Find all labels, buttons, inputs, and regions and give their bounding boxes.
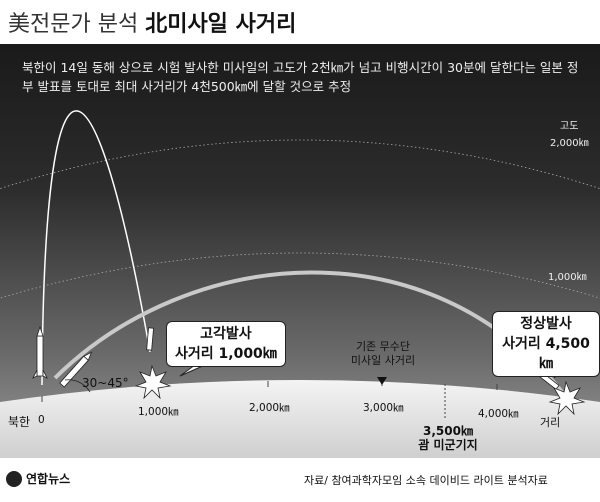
impact-burst-icon <box>548 380 586 416</box>
north-korea-label: 북한 <box>8 415 31 429</box>
missile-icon <box>32 325 48 379</box>
altitude-axis-label: 고도 <box>560 121 579 132</box>
previous-range-note: 기존 무수단 미사일 사거리 <box>350 340 416 367</box>
guam-note: 3,500㎞ 괌 미군기지 <box>418 424 478 452</box>
tick-label-2000: 2,000㎞ <box>249 402 290 414</box>
lofted-callout: 고각발사 사거리 1,000㎞ <box>166 321 286 367</box>
standard-callout: 정상발사 사거리 4,500㎞ <box>492 311 600 377</box>
tick-label-3000: 3,000㎞ <box>363 402 404 414</box>
tick-label-4000: 4,000㎞ <box>478 408 519 420</box>
altitude-arcs <box>0 139 600 299</box>
tick-label-1000: 1,000㎞ <box>138 406 179 418</box>
yonhap-logo-icon <box>6 470 22 487</box>
description: 북한이 14일 동해 상으로 시험 발사한 미사일의 고도가 2천㎞가 넘고 비… <box>22 60 579 94</box>
distance-axis-label: 거리 <box>540 416 561 429</box>
tick-label-0: 0 <box>38 414 45 426</box>
source-credit: 자료/ 참여과학자모임 소속 데이비드 라이트 분석자료 <box>304 474 548 487</box>
launch-angle-arc <box>64 379 91 393</box>
earth-surface <box>0 380 600 458</box>
impact-burst-icon <box>134 364 172 400</box>
missile-icon <box>59 351 93 388</box>
altitude-1000-label: 1,000㎞ <box>548 272 587 283</box>
marker-triangle-icon <box>377 377 387 385</box>
page-title: 美전문가 분석 北미사일 사거리 <box>8 12 297 37</box>
lofted-trajectory <box>41 110 151 386</box>
launch-angle-label: 30~45° <box>82 376 129 390</box>
missile-icon <box>146 327 154 351</box>
yonhap-logo: 연합뉴스 <box>6 470 70 487</box>
altitude-2000-label: 2,000㎞ <box>550 138 589 149</box>
